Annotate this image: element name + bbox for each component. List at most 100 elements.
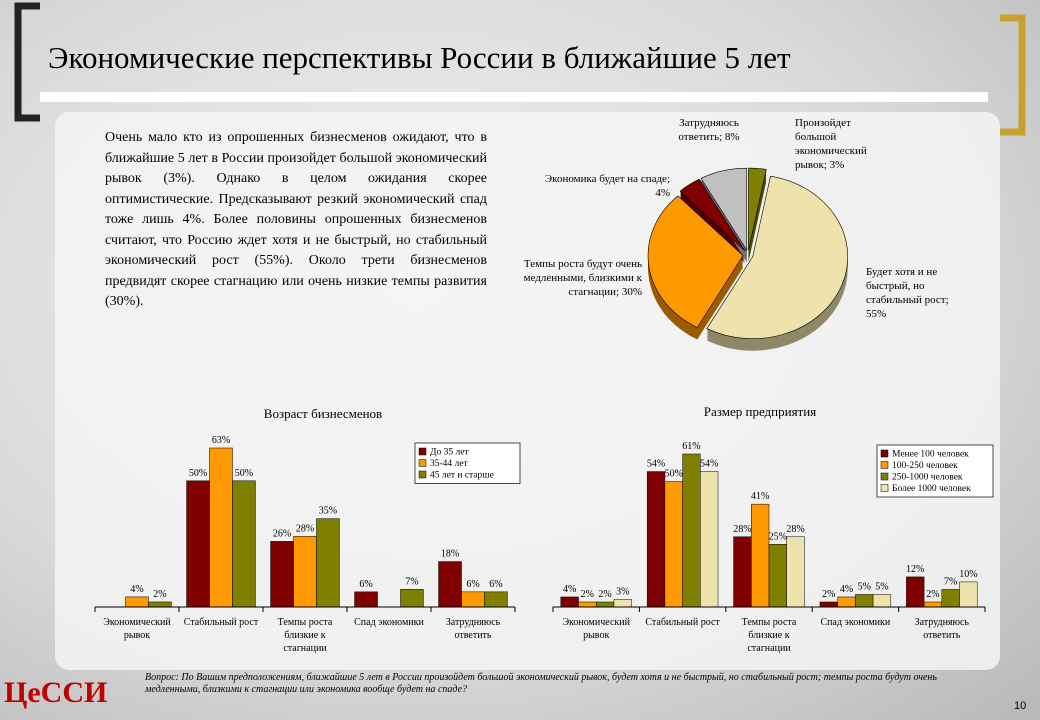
x-tick-label: Экономический рывок — [103, 617, 171, 641]
legend-box — [414, 442, 521, 484]
right-bracket — [1000, 14, 1026, 136]
value-label: 61% — [682, 441, 700, 452]
x-tick-label: Стабильный рост — [183, 617, 259, 628]
bar — [461, 591, 485, 608]
value-label: 6% — [466, 579, 479, 590]
x-tick-label: Спад экономики — [354, 617, 424, 628]
chart-title: Размер предприятия — [704, 404, 816, 419]
legend-label: 250-1000 человек — [892, 473, 963, 483]
value-label: 4% — [563, 584, 576, 595]
value-label: 7% — [944, 576, 957, 587]
value-label: 2% — [926, 589, 939, 600]
bar — [209, 447, 233, 608]
pie-label: Темпы роста будут очень медленными, близ… — [523, 258, 642, 298]
x-tick-label: Затрудняюсь ответить — [914, 617, 969, 641]
slide-title: Экономические перспективы России в ближа… — [48, 40, 791, 75]
value-label: 63% — [212, 435, 230, 446]
bar — [941, 589, 960, 608]
left-bracket — [14, 2, 40, 122]
value-label: 2% — [822, 589, 835, 600]
bar — [125, 596, 149, 608]
bar — [906, 576, 925, 608]
value-label: 2% — [598, 589, 611, 600]
bar — [400, 589, 424, 608]
legend-label: Менее 100 человек — [892, 450, 969, 460]
bar — [959, 581, 978, 608]
legend-label: 100-250 человек — [892, 461, 958, 471]
pie-slice — [647, 195, 744, 328]
value-label: 28% — [296, 523, 314, 534]
value-label: 54% — [647, 459, 665, 470]
legend-label: Более 1000 человек — [892, 484, 971, 494]
logo: ЦеССИ — [4, 676, 108, 709]
bar — [646, 471, 666, 608]
value-label: 41% — [751, 491, 769, 502]
bar — [316, 518, 340, 608]
bar — [855, 594, 874, 608]
pie-label: Затрудняюсь ответить; 8% — [678, 117, 740, 143]
bar — [186, 480, 210, 608]
value-label: 6% — [489, 579, 502, 590]
value-label: 25% — [769, 531, 787, 542]
legend-swatch — [880, 461, 889, 469]
x-tick-label: Темпы роста близкие к стагнации — [277, 617, 333, 654]
question: Вопрос: По Вашим предположениям, ближайш… — [145, 672, 937, 695]
x-tick-label: Темпы роста близкие к стагнации — [741, 617, 797, 654]
value-label: 26% — [273, 528, 291, 539]
x-tick-label: Экономический рывок — [562, 617, 630, 641]
bar — [733, 536, 752, 608]
legend-swatch — [418, 459, 427, 467]
bar — [837, 596, 856, 608]
bar — [232, 480, 256, 608]
bar — [682, 453, 701, 608]
pie-slice — [679, 178, 746, 252]
bar — [613, 599, 632, 608]
chart-title: Возраст бизнесменов — [264, 406, 382, 421]
bar — [484, 591, 508, 608]
page-number: 10 — [1014, 700, 1027, 712]
legend-label: До 35 лет — [430, 448, 469, 458]
value-label: 7% — [405, 576, 418, 587]
value-label: 5% — [875, 581, 888, 592]
value-label: 4% — [840, 584, 853, 595]
legend-swatch — [880, 472, 889, 481]
pie-label: Произойдет большой экономический рывок; … — [795, 117, 867, 171]
bar — [664, 481, 683, 608]
pie-slice — [700, 167, 748, 252]
bar — [560, 596, 579, 608]
pie-label: Экономика будет на спаде; 4% — [544, 173, 670, 199]
bar — [751, 503, 770, 608]
value-label: 2% — [153, 589, 166, 600]
x-tick-label: Затрудняюсь ответить — [445, 617, 501, 641]
value-label: 18% — [441, 549, 459, 560]
value-label: 50% — [189, 468, 207, 479]
value-label: 12% — [906, 564, 924, 575]
legend-box — [876, 444, 994, 498]
bar — [270, 541, 294, 608]
legend-label: 45 лет и старше — [430, 471, 494, 481]
value-label: 3% — [616, 586, 629, 597]
value-label: 50% — [235, 468, 253, 479]
legend-swatch — [880, 449, 889, 458]
bar — [578, 601, 597, 608]
bar — [768, 544, 787, 608]
value-label: 6% — [359, 579, 372, 590]
value-label: 5% — [858, 581, 871, 592]
bar — [595, 601, 615, 608]
value-label: 50% — [665, 469, 683, 480]
value-label: 35% — [319, 506, 337, 517]
pie-label: Будет хотя и не быстрый, но стабильный р… — [866, 266, 949, 320]
legend-swatch — [880, 484, 889, 492]
bar — [438, 561, 462, 608]
legend-swatch — [418, 447, 427, 456]
title-underline — [40, 92, 988, 102]
pie-slice — [706, 175, 848, 339]
bar — [700, 471, 719, 608]
x-tick-label: Спад экономики — [820, 617, 891, 628]
value-label: 4% — [130, 584, 143, 595]
bar — [293, 536, 317, 608]
value-label: 54% — [700, 459, 718, 470]
pie-slice — [748, 167, 767, 251]
